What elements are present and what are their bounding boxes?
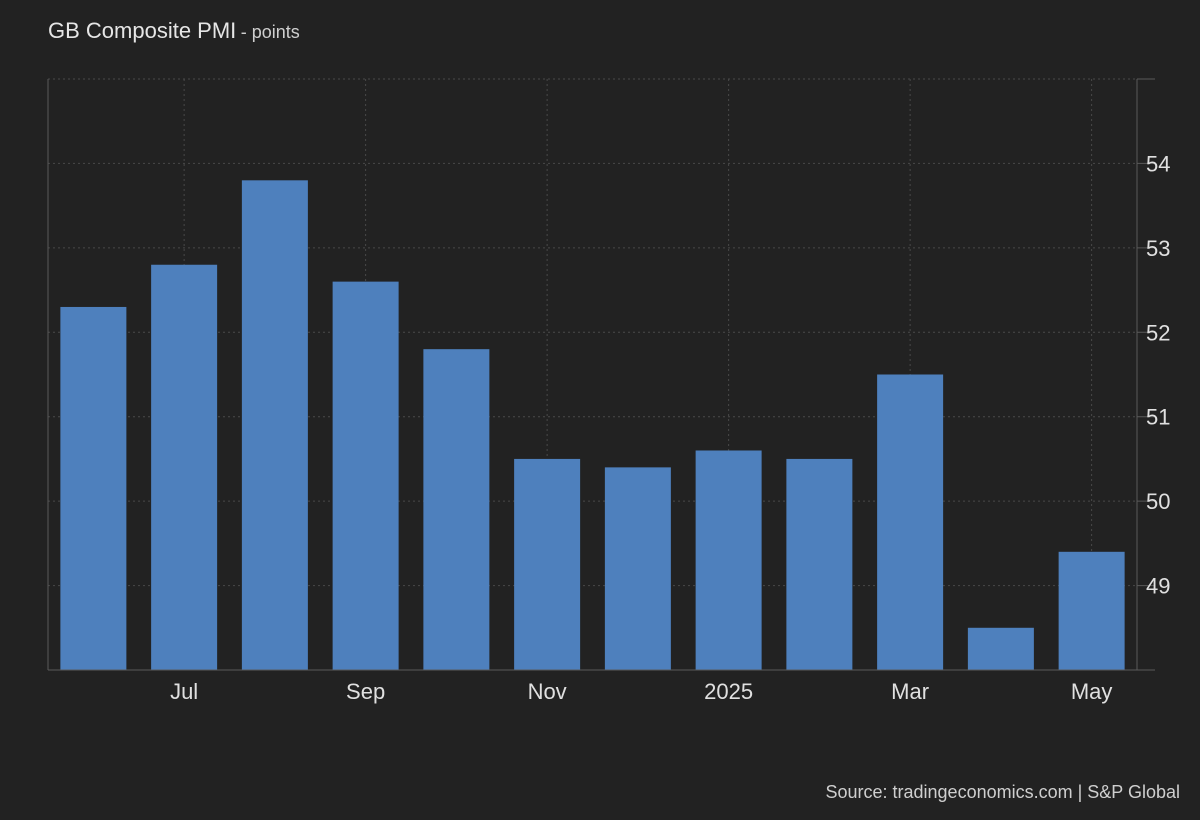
bar[interactable] (241, 180, 308, 671)
x-tick-label: Sep (346, 679, 385, 704)
grid-lines (48, 78, 1137, 670)
bar[interactable] (967, 627, 1034, 670)
x-axis-labels: Jul Sep Nov 2025 Mar May (170, 679, 1112, 704)
x-tick-label: May (1071, 679, 1113, 704)
bar[interactable] (604, 467, 671, 670)
bar[interactable] (423, 349, 490, 670)
y-tick-label: 50 (1146, 489, 1170, 514)
bar[interactable] (332, 281, 399, 670)
bar[interactable] (695, 450, 762, 670)
y-tick-label: 53 (1146, 236, 1170, 261)
source-credit: Source: tradingeconomics.com | S&P Globa… (825, 782, 1180, 802)
x-tick-label: Nov (528, 679, 567, 704)
bar[interactable] (60, 306, 127, 670)
bar[interactable] (786, 458, 853, 670)
x-tick-label: 2025 (704, 679, 753, 704)
y-tick-label: 54 (1146, 151, 1170, 176)
bar[interactable] (1058, 551, 1125, 670)
y-tick-label: 51 (1146, 405, 1170, 430)
x-tick-label: Jul (170, 679, 198, 704)
bars (60, 180, 1125, 671)
x-tick-label: Mar (891, 679, 929, 704)
chart-title-block: GB Composite PMI - points (48, 18, 300, 44)
axes (47, 78, 1155, 671)
y-axis-labels: 49 50 51 52 53 54 (1146, 151, 1170, 598)
y-tick-label: 52 (1146, 320, 1170, 345)
chart-title: GB Composite PMI (48, 18, 237, 43)
y-tick-label: 49 (1146, 574, 1170, 599)
bar[interactable] (877, 374, 944, 671)
chart-unit: - points (240, 22, 300, 42)
bar[interactable] (514, 458, 581, 670)
bar[interactable] (151, 264, 218, 670)
